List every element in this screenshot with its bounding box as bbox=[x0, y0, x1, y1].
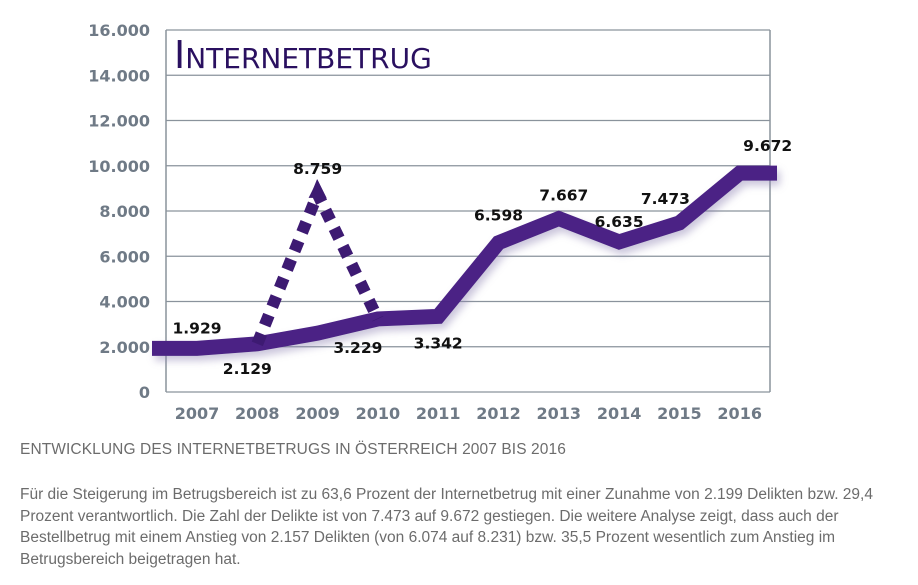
data-label: 1.929 bbox=[172, 319, 221, 337]
spike-peak-marker bbox=[308, 179, 327, 198]
y-tick-label: 6.000 bbox=[99, 247, 150, 266]
y-tick-label: 14.000 bbox=[88, 66, 150, 85]
chart-title-text: INTERNETBETRUG bbox=[174, 33, 432, 77]
title-rest: NTERNETBETRUG bbox=[185, 42, 432, 75]
y-tick-label: 8.000 bbox=[99, 202, 150, 221]
x-tick-label: 2015 bbox=[657, 404, 702, 423]
x-axis: 2007 2008 2009 2010 2011 2012 2013 2014 2015 2016 bbox=[175, 404, 762, 423]
x-tick-label: 2008 bbox=[235, 404, 280, 423]
body-paragraph: Für die Steigerung im Betrugsbereich ist… bbox=[20, 486, 873, 568]
title-background bbox=[167, 31, 769, 74]
data-label: 7.473 bbox=[641, 190, 690, 208]
title-initial: I bbox=[174, 33, 185, 77]
chart-title: INTERNETBETRUG bbox=[167, 31, 769, 77]
x-tick-label: 2009 bbox=[295, 404, 340, 423]
data-label: 9.672 bbox=[743, 137, 792, 155]
data-label-spike: 8.759 bbox=[293, 160, 342, 178]
data-label: 6.635 bbox=[595, 213, 644, 231]
y-tick-label: 16.000 bbox=[88, 21, 150, 40]
data-label: 3.342 bbox=[414, 334, 463, 352]
data-label: 2.129 bbox=[223, 360, 272, 378]
y-tick-label: 10.000 bbox=[88, 157, 150, 176]
series-line-internetbetrug bbox=[152, 165, 777, 356]
y-tick-label: 2.000 bbox=[99, 338, 150, 357]
y-tick-label: 4.000 bbox=[99, 293, 150, 312]
x-tick-label: 2014 bbox=[597, 404, 642, 423]
data-label: 3.229 bbox=[333, 339, 382, 357]
y-axis: 0 2.000 4.000 6.000 8.000 10.000 12.000 14.000 1… bbox=[88, 21, 150, 402]
chart-caption: ENTWICKLUNG DES INTERNETBETRUGS IN ÖSTER… bbox=[20, 441, 566, 458]
x-tick-label: 2012 bbox=[476, 404, 521, 423]
x-tick-label: 2010 bbox=[356, 404, 401, 423]
x-tick-label: 2011 bbox=[416, 404, 461, 423]
data-label: 6.598 bbox=[474, 207, 523, 225]
x-tick-label: 2007 bbox=[175, 404, 220, 423]
data-label: 7.667 bbox=[539, 187, 588, 205]
series-layer bbox=[152, 165, 777, 356]
y-tick-label: 12.000 bbox=[88, 112, 150, 131]
data-labels: 1.929 2.129 3.229 3.342 6.598 7.667 6.635 7.473… bbox=[172, 137, 792, 378]
x-tick-label: 2016 bbox=[717, 404, 762, 423]
line-chart: 0 2.000 4.000 6.000 8.000 10.000 12.000 14.000 1… bbox=[88, 21, 792, 423]
y-tick-label: 0 bbox=[139, 383, 150, 402]
x-tick-label: 2013 bbox=[537, 404, 582, 423]
